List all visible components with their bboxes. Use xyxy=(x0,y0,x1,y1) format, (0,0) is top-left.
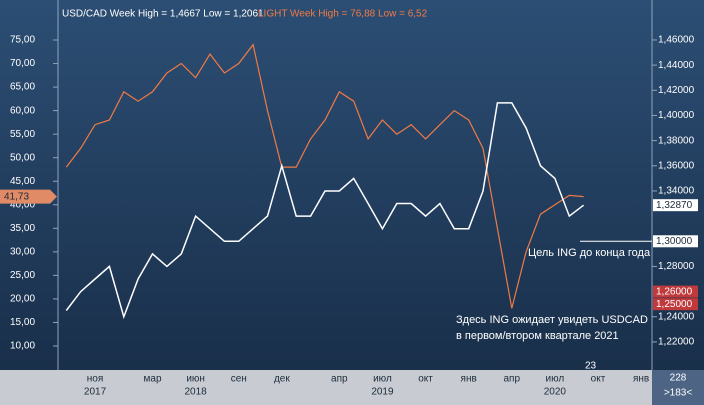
right-marker xyxy=(653,199,698,212)
x-tick-label: сен xyxy=(231,374,247,385)
x-tick-label: окт xyxy=(591,374,606,385)
x-tick-label: янв xyxy=(633,374,649,385)
x-tick-label: апр xyxy=(331,374,348,385)
y-tick-label: 15,00 xyxy=(10,317,35,328)
left-marker xyxy=(0,189,57,204)
y2-tick-label: 1,40000 xyxy=(658,110,695,121)
y-tick-label: 60,00 xyxy=(10,105,35,116)
x-tick-label: июн xyxy=(186,374,205,385)
y2-tick-label: 1,22000 xyxy=(658,337,695,348)
x-tick-label: дек xyxy=(274,374,290,385)
y2-tick-label: 1,36000 xyxy=(658,160,695,171)
annotation: в первом/втором квартале 2021 xyxy=(456,330,619,342)
title: USD/CAD Week High = 1,4667 Low = 1,2061 xyxy=(62,9,264,20)
right-marker-label: 1,25000 xyxy=(656,299,693,310)
year-label: 2019 xyxy=(371,387,394,398)
right-marker xyxy=(653,298,698,311)
x-tick-label: янв xyxy=(461,374,477,385)
y2-tick-label: 1,46000 xyxy=(658,35,695,46)
y2-tick-label: 1,38000 xyxy=(658,135,695,146)
x-tick-label: ноя xyxy=(87,374,104,385)
y-tick-label: 40,00 xyxy=(10,199,35,210)
year-label: 2018 xyxy=(185,387,208,398)
y2-tick-label: 1,24000 xyxy=(658,311,695,322)
y-tick-label: 20,00 xyxy=(10,294,35,305)
right-marker xyxy=(653,235,698,248)
annotation: Цель ING до конца года xyxy=(528,247,651,259)
count-label: 23 xyxy=(585,361,597,372)
x-tick-label: окт xyxy=(418,374,433,385)
footer-label: 228 xyxy=(670,373,687,384)
footer-label: >183< xyxy=(664,388,693,399)
x-tick-label: июл xyxy=(373,374,392,385)
y-tick-label: 30,00 xyxy=(10,246,35,257)
y-tick-label: 10,00 xyxy=(10,341,35,352)
y-tick-label: 75,00 xyxy=(10,35,35,46)
y-tick-label: 50,00 xyxy=(10,152,35,163)
x-tick-label: апр xyxy=(503,374,520,385)
x-tick-label: июл xyxy=(546,374,565,385)
right-marker-label: 1,30000 xyxy=(656,236,693,247)
series-line xyxy=(65,102,585,320)
y-tick-label: 35,00 xyxy=(10,223,35,234)
year-label: 2017 xyxy=(84,387,107,398)
year-label: 2020 xyxy=(544,387,567,398)
left-marker-label: 41,73 xyxy=(4,191,29,202)
right-marker xyxy=(653,285,698,298)
y2-tick-label: 1,42000 xyxy=(658,85,695,96)
y-tick-label: 65,00 xyxy=(10,82,35,93)
x-tick-label: мар xyxy=(144,374,162,385)
series-line xyxy=(65,43,584,309)
x-axis-strip xyxy=(0,370,704,405)
y-tick-label: 55,00 xyxy=(10,129,35,140)
y-tick-label: 70,00 xyxy=(10,58,35,69)
y2-tick-label: 1,44000 xyxy=(658,60,695,71)
y2-tick-label: 1,34000 xyxy=(658,186,695,197)
corner-box xyxy=(652,370,704,405)
annotation: Здесь ING ожидает увидеть USDCAD xyxy=(456,314,648,326)
right-marker-label: 1,26000 xyxy=(656,286,693,297)
subtitle: LIGHT Week High = 76,88 Low = 6,52 xyxy=(258,9,428,20)
y2-tick-label: 1,28000 xyxy=(658,261,695,272)
right-marker-label: 1,32870 xyxy=(656,200,693,211)
y-tick-label: 25,00 xyxy=(10,270,35,281)
y-tick-label: 45,00 xyxy=(10,176,35,187)
